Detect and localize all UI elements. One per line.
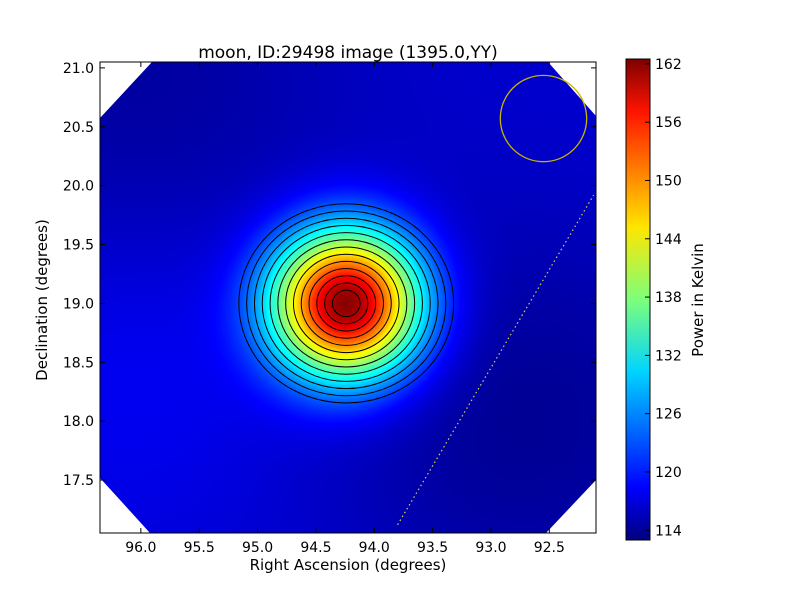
- chart-title: moon, ID:29498 image (1395.0,YY): [198, 43, 498, 63]
- plot-frame: [99, 61, 597, 534]
- contour-line: [292, 253, 400, 354]
- x-tick-label: 93.0: [475, 540, 506, 556]
- x-tick-label: 96.0: [125, 540, 156, 556]
- y-tick-label: 18.0: [63, 414, 94, 430]
- colorbar: 114 120 126 132 138 144 150 156 162 Power in Kel…: [625, 57, 707, 541]
- contour-line: [277, 239, 416, 368]
- contour-line: [269, 232, 423, 375]
- colorbar-tick-label: 156: [655, 115, 682, 131]
- contour-line: [316, 275, 377, 332]
- y-axis-ticks: 17.5 18.0 18.5 19.0 19.5 20.0 20.5 21.0: [63, 61, 596, 489]
- y-tick-label: 17.5: [63, 473, 94, 489]
- colorbar-tick-label: 144: [655, 232, 682, 248]
- x-tick-label: 94.0: [359, 540, 390, 556]
- x-tick-label: 93.5: [417, 540, 448, 556]
- corner-mask-bottom-left: [100, 478, 150, 533]
- colorbar-tick-label: 138: [655, 290, 682, 306]
- colorbar-tick-label: 132: [655, 348, 682, 364]
- x-axis-label: Right Ascension (degrees): [250, 556, 447, 574]
- contour-line: [308, 268, 384, 339]
- x-axis-ticks: 96.0 95.5 95.0 94.5 94.0 93.5 93.0 92.5: [125, 62, 565, 556]
- contour-line: [324, 282, 369, 325]
- colorbar-tick-label: 114: [655, 523, 682, 539]
- colorbar-tick-label: 126: [655, 407, 682, 423]
- contour-line: [261, 224, 431, 382]
- contour-line: [300, 260, 392, 346]
- contour-line: [238, 203, 455, 404]
- contour-line: [246, 210, 447, 397]
- contour-line: [253, 217, 439, 390]
- y-tick-label: 18.5: [63, 355, 94, 371]
- contour-line: [331, 289, 361, 318]
- contour-lines: [238, 203, 455, 404]
- x-tick-label: 95.0: [242, 540, 273, 556]
- x-tick-label: 92.5: [534, 540, 565, 556]
- colorbar-gradient: [625, 58, 651, 541]
- heatmap-image: [100, 62, 596, 533]
- y-tick-label: 19.5: [63, 238, 94, 254]
- x-tick-label: 95.5: [184, 540, 215, 556]
- dotted-line: [397, 194, 595, 526]
- corner-mask-bottom-right: [546, 480, 596, 533]
- y-axis-label: Declination (degrees): [33, 219, 51, 381]
- y-tick-label: 20.0: [63, 179, 94, 195]
- y-tick-label: 20.5: [63, 120, 94, 136]
- colorbar-label: Power in Kelvin: [689, 243, 707, 357]
- colorbar-tick-label: 120: [655, 465, 682, 481]
- y-tick-label: 19.0: [63, 296, 94, 312]
- corner-mask-top-left: [100, 62, 152, 118]
- heatmap: [100, 62, 596, 533]
- colorbar-ticks: 114 120 126 132 138 144 150 156 162: [645, 57, 682, 539]
- colorbar-tick-label: 150: [655, 173, 682, 189]
- contour-line: [285, 246, 408, 361]
- beam-circle: [499, 74, 588, 163]
- colorbar-tick-label: 162: [655, 57, 682, 73]
- x-tick-label: 94.5: [300, 540, 331, 556]
- y-tick-label: 21.0: [63, 61, 94, 77]
